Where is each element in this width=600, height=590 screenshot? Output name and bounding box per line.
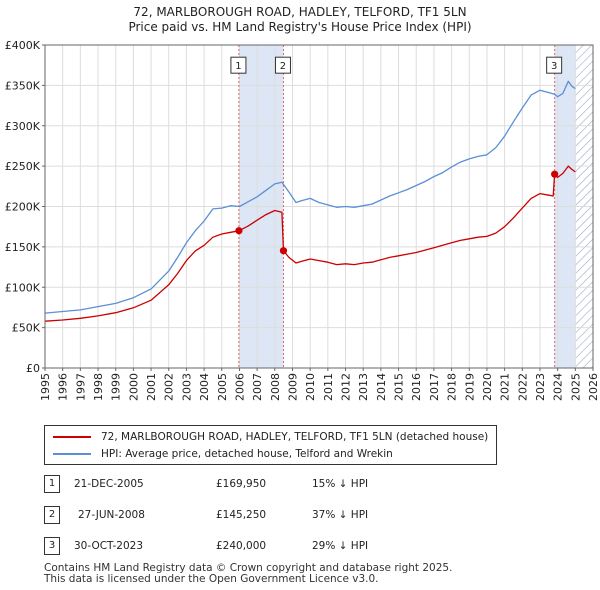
legend-item-price: 72, MARLBOROUGH ROAD, HADLEY, TELFORD, T… <box>53 429 488 445</box>
y-tick-label: £100K <box>5 281 41 294</box>
transaction-price: £145,250 <box>216 509 267 521</box>
x-tick-label: 2010 <box>304 373 317 401</box>
x-tick-label: 2014 <box>375 373 388 401</box>
sale-label: 2 <box>280 61 286 72</box>
x-tick-label: 2013 <box>357 373 370 401</box>
y-tick-label: £150K <box>5 241 41 254</box>
x-tick-label: 2000 <box>127 373 140 401</box>
x-tick-label: 1996 <box>57 373 70 401</box>
x-tick-label: 2007 <box>251 373 264 401</box>
legend-swatch-price <box>53 436 91 438</box>
chart-title: 72, MARLBOROUGH ROAD, HADLEY, TELFORD, T… <box>133 5 467 19</box>
legend-label-price: 72, MARLBOROUGH ROAD, HADLEY, TELFORD, T… <box>101 431 489 443</box>
x-tick-label: 2009 <box>286 373 299 401</box>
sale-label: 1 <box>235 61 241 72</box>
sale-point <box>235 227 243 235</box>
x-tick-label: 2016 <box>410 373 423 401</box>
legend: 72, MARLBOROUGH ROAD, HADLEY, TELFORD, T… <box>44 425 497 465</box>
y-tick-label: £0 <box>26 362 40 375</box>
x-tick-label: 2002 <box>163 373 176 401</box>
footer-licence: This data is licensed under the Open Gov… <box>44 573 379 585</box>
x-tick-label: 2021 <box>499 373 512 401</box>
transaction-hpi: 15% ↓ HPI <box>312 478 369 490</box>
transaction-price: £169,950 <box>216 478 267 490</box>
x-tick-label: 2019 <box>463 373 476 401</box>
footer-copyright: Contains HM Land Registry data © Crown c… <box>44 562 453 574</box>
x-tick-label: 2026 <box>587 373 600 401</box>
sale-label-box <box>274 56 291 74</box>
hpi-line <box>44 80 576 314</box>
sale-label: 3 <box>551 61 557 72</box>
x-tick-label: 2006 <box>233 373 246 401</box>
transaction-number: 1 <box>44 475 60 493</box>
sale-label-box <box>546 56 563 74</box>
y-tick-label: £300K <box>5 120 41 133</box>
y-tick-label: £350K <box>5 79 41 92</box>
chart-subtitle: Price paid vs. HM Land Registry's House … <box>128 20 472 34</box>
transaction-date: 30-OCT-2023 <box>74 540 143 552</box>
y-tick-label: £400K <box>5 39 41 52</box>
x-tick-label: 2015 <box>393 373 406 401</box>
transaction-number: 2 <box>44 506 60 524</box>
x-tick-label: 2017 <box>428 373 441 401</box>
y-tick-label: £250K <box>5 160 41 173</box>
x-tick-label: 2011 <box>322 373 335 401</box>
transaction-hpi: 37% ↓ HPI <box>312 509 369 521</box>
legend-label-hpi: HPI: Average price, detached house, Telf… <box>101 448 393 460</box>
x-tick-label: 2020 <box>481 373 494 401</box>
x-tick-label: 2004 <box>198 373 211 401</box>
transaction-hpi: 29% ↓ HPI <box>312 540 369 552</box>
x-tick-label: 2018 <box>446 373 459 401</box>
x-tick-label: 2024 <box>552 373 565 401</box>
sale-point <box>551 170 559 178</box>
x-tick-label: 2001 <box>145 373 158 401</box>
x-tick-label: 2005 <box>216 373 229 401</box>
transaction-number: 3 <box>44 537 60 555</box>
x-tick-label: 2023 <box>534 373 547 401</box>
x-tick-label: 2022 <box>516 373 529 401</box>
x-tick-label: 2025 <box>569 373 582 401</box>
transaction-date: 27-JUN-2008 <box>78 509 145 521</box>
sale-label-box <box>230 56 247 74</box>
price-paid-line <box>44 165 576 322</box>
x-tick-label: 1998 <box>92 373 105 401</box>
y-tick-label: £50K <box>12 322 41 335</box>
x-tick-label: 2012 <box>340 373 353 401</box>
transaction-price: £240,000 <box>216 540 267 552</box>
legend-swatch-hpi <box>53 453 91 455</box>
y-tick-label: £200K <box>5 201 41 214</box>
sale-point <box>279 247 288 255</box>
x-tick-label: 1997 <box>74 373 87 401</box>
transaction-date: 21-DEC-2005 <box>74 478 144 490</box>
x-tick-label: 1995 <box>39 373 52 401</box>
x-tick-label: 2008 <box>269 373 282 401</box>
x-tick-label: 2003 <box>180 373 193 401</box>
legend-item-hpi: HPI: Average price, detached house, Telf… <box>53 446 393 462</box>
x-tick-label: 1999 <box>110 373 123 401</box>
price-chart: 1 2 3 £0 £50K £100K £150K £200K £250K £300K £350K… <box>5 39 600 401</box>
